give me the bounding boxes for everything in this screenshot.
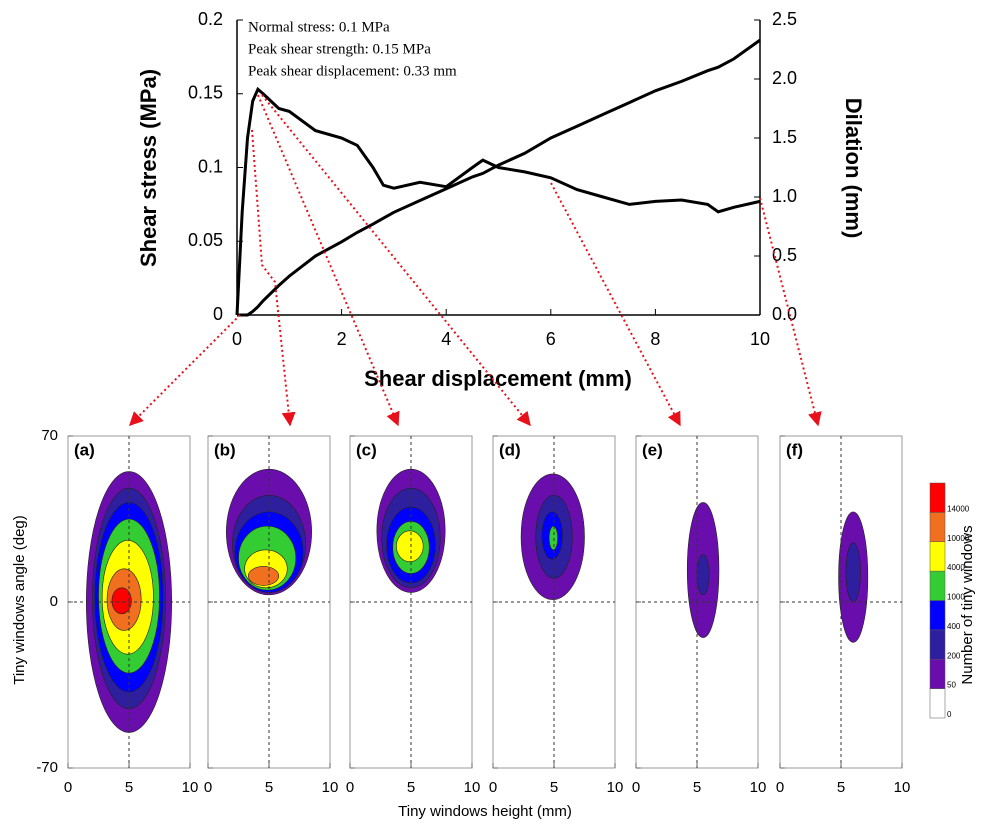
colorbar-label: Number of tiny windows bbox=[959, 525, 976, 684]
x-tick-label: 5 bbox=[837, 779, 845, 796]
colorbar-band bbox=[929, 659, 946, 689]
x-tick-label: 6 bbox=[546, 329, 556, 349]
y-tick-label: 0.05 bbox=[188, 230, 223, 250]
arrow bbox=[759, 197, 822, 427]
contour bbox=[111, 587, 132, 615]
arrow bbox=[550, 182, 681, 427]
x-tick-label: 5 bbox=[550, 779, 558, 796]
x-tick-label: 0 bbox=[776, 779, 784, 796]
x-tick-label: 4 bbox=[441, 329, 451, 349]
contour bbox=[247, 566, 280, 586]
x-tick-label: 10 bbox=[750, 329, 770, 349]
y-tick-label: 0.15 bbox=[188, 83, 223, 103]
colorbar-band bbox=[929, 688, 946, 719]
arrow bbox=[251, 129, 296, 427]
x-tick-label: 0 bbox=[64, 779, 72, 796]
colorbar-label: 4000 bbox=[947, 563, 965, 572]
y-tick-label: 70 bbox=[41, 427, 58, 444]
y2-tick-label: 2.0 bbox=[772, 68, 797, 88]
y2-tick-label: 1.5 bbox=[772, 127, 797, 147]
colorbar-band bbox=[929, 482, 946, 513]
x-tick-label: 0 bbox=[346, 779, 354, 796]
x-tick-label: 5 bbox=[125, 779, 133, 796]
y-axis-label: Shear stress (MPa) bbox=[136, 69, 161, 267]
annotation: Peak shear displacement: 0.33 mm bbox=[248, 63, 457, 79]
y2-tick-label: 1.0 bbox=[772, 186, 797, 206]
x-tick-label: 10 bbox=[322, 779, 339, 796]
x-tick-label: 10 bbox=[182, 779, 199, 796]
panel-x-axis-label: Tiny windows height (mm) bbox=[398, 803, 572, 820]
x-tick-label: 0 bbox=[232, 329, 242, 349]
contour bbox=[548, 525, 558, 551]
colorbar-label: 0 bbox=[947, 710, 952, 719]
y2-tick-label: 0.0 bbox=[772, 304, 797, 324]
x-tick-label: 10 bbox=[750, 779, 767, 796]
colorbar-label: 14000 bbox=[947, 504, 970, 513]
y-tick-label: 0 bbox=[213, 304, 223, 324]
arrows bbox=[129, 94, 822, 427]
panel-label: (c) bbox=[356, 440, 377, 459]
annotation: Normal stress: 0.1 MPa bbox=[248, 19, 390, 35]
contour bbox=[845, 542, 861, 603]
x-tick-label: 5 bbox=[407, 779, 415, 796]
colorbar-band bbox=[929, 600, 946, 631]
arrow bbox=[261, 94, 531, 427]
panel-label: (f) bbox=[786, 440, 803, 459]
y-tick-label: 0.2 bbox=[198, 9, 223, 29]
contour bbox=[396, 530, 424, 562]
colorbar-label: 200 bbox=[947, 651, 961, 660]
contour bbox=[696, 554, 710, 596]
annotation: Peak shear strength: 0.15 MPa bbox=[248, 41, 431, 57]
panel-y-axis-label: Tiny windows angle (deg) bbox=[11, 515, 28, 685]
colorbar-label: 1000 bbox=[947, 593, 965, 602]
x-tick-label: 10 bbox=[607, 779, 624, 796]
x-tick-label: 2 bbox=[337, 329, 347, 349]
y-tick-label: 0 bbox=[50, 593, 58, 610]
colorbar-band bbox=[929, 512, 946, 542]
colorbar-band bbox=[929, 629, 946, 660]
panel-label: (e) bbox=[642, 440, 663, 459]
panel-label: (b) bbox=[214, 440, 236, 459]
y2-tick-label: 0.5 bbox=[772, 245, 797, 265]
colorbar-label: 50 bbox=[947, 681, 956, 690]
data-line bbox=[237, 38, 761, 317]
x-tick-label: 8 bbox=[650, 329, 660, 349]
colorbar-band bbox=[929, 541, 946, 572]
x-tick-label: 5 bbox=[693, 779, 701, 796]
data-line bbox=[235, 86, 761, 316]
y2-axis-label: Dilation (mm) bbox=[841, 98, 866, 239]
y2-tick-label: 2.5 bbox=[772, 9, 797, 29]
x-tick-label: 0 bbox=[632, 779, 640, 796]
x-tick-label: 0 bbox=[204, 779, 212, 796]
colorbar-label: 400 bbox=[947, 622, 961, 631]
colorbar-band bbox=[929, 570, 946, 601]
x-tick-label: 0 bbox=[489, 779, 497, 796]
x-tick-label: 5 bbox=[265, 779, 273, 796]
arrow bbox=[129, 314, 241, 426]
colorbar-label: 10000 bbox=[947, 534, 970, 543]
y-tick-label: -70 bbox=[36, 759, 58, 776]
panel-label: (d) bbox=[499, 440, 521, 459]
x-tick-label: 10 bbox=[464, 779, 481, 796]
panel-label: (a) bbox=[74, 440, 95, 459]
y-tick-label: 0.1 bbox=[198, 156, 223, 176]
x-tick-label: 10 bbox=[894, 779, 911, 796]
